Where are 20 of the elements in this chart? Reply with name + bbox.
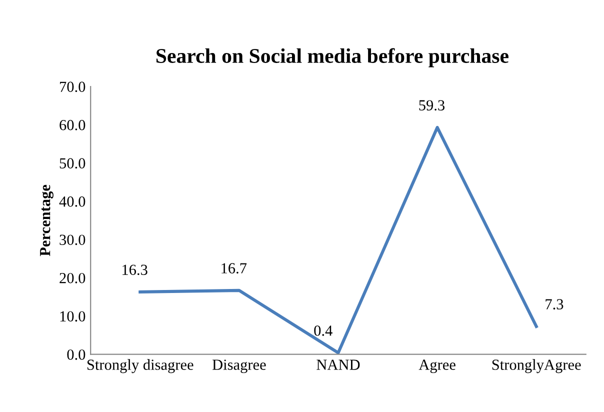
data-label: 0.4 [314,325,332,336]
data-label: 7.3 [546,299,564,310]
y-axis-title: Percentage [40,184,54,256]
data-label: 59.3 [419,100,445,111]
x-tick-label: Strongly disagree [87,359,194,374]
y-tick-label: 0.0 [67,349,86,360]
y-tick-label: 20.0 [60,272,86,284]
x-tick-label: StronglyAgree [492,359,581,374]
y-tick-label: 70.0 [60,82,86,92]
x-tick-label: Agree [418,360,456,374]
data-label: 16.7 [222,263,247,274]
y-tick-label: 30.0 [60,234,86,246]
y-tick-label: 50.0 [60,158,86,169]
x-tick-label: Disagree [212,360,266,374]
y-tick-label: 40.0 [59,196,86,207]
chart-title: Search on Social media before purchase [156,48,508,68]
data-label: 16.3 [122,264,148,276]
y-tick-label: 10.0 [60,311,86,322]
x-tick-label: NAND [316,360,360,370]
y-tick-label: 60.0 [60,120,86,130]
